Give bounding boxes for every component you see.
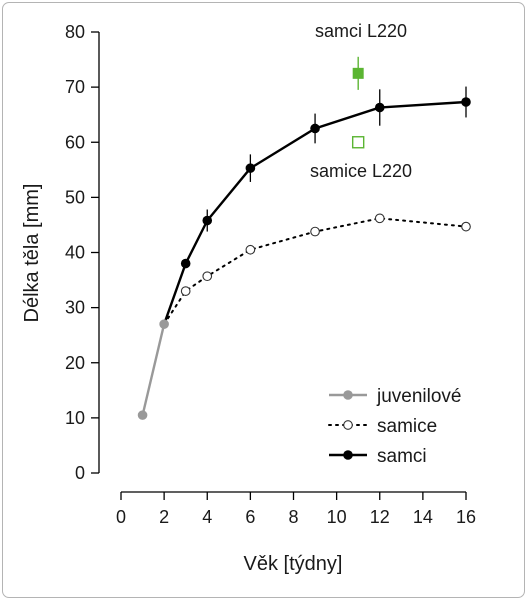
x-tick-label: 8 xyxy=(288,507,298,527)
annotations: samci L220 samice L220 xyxy=(310,21,412,181)
x-tick-label: 14 xyxy=(413,507,433,527)
x-tick-label: 6 xyxy=(245,507,255,527)
annotation-marker xyxy=(352,67,364,79)
data-point xyxy=(374,213,385,224)
y-tick-label: 70 xyxy=(65,77,85,97)
legend-marker xyxy=(343,390,353,400)
y-tick-label: 40 xyxy=(65,243,85,263)
y-tick-label: 0 xyxy=(75,463,85,483)
annotation-label: samci L220 xyxy=(315,21,407,41)
y-axis-title: Délka těla [mm] xyxy=(21,184,43,323)
annotation-marker xyxy=(351,136,365,149)
data-point xyxy=(245,163,256,173)
x-tick-label: 16 xyxy=(456,507,476,527)
data-point xyxy=(461,221,471,232)
data-point xyxy=(159,319,169,329)
data-point xyxy=(137,410,148,420)
legend: juvenilové samice samci xyxy=(328,386,462,467)
data-point xyxy=(461,97,471,107)
error-bars xyxy=(206,86,467,232)
y-tick-label: 50 xyxy=(65,187,85,207)
legend-marker xyxy=(343,450,353,460)
x-tick-label: 10 xyxy=(327,507,347,527)
data-point xyxy=(374,102,385,113)
y-tick-label: 20 xyxy=(65,353,85,373)
x-tick-label: 12 xyxy=(370,507,390,527)
series-line xyxy=(141,323,166,416)
legend-label: samci xyxy=(377,446,427,467)
y-tick-label: 60 xyxy=(65,132,85,152)
axes: 0 10 20 30 40 50 60 70 80 0 2 4 6 8 10 12 14 16 xyxy=(65,22,476,527)
data-point xyxy=(310,123,320,134)
data-point xyxy=(202,215,213,226)
data-point xyxy=(245,244,256,255)
data-points xyxy=(137,97,471,420)
legend-label: samice xyxy=(377,416,437,437)
y-tick-label: 80 xyxy=(65,22,85,42)
legend-label: juvenilové xyxy=(376,386,462,407)
data-point xyxy=(180,258,191,269)
data-point xyxy=(180,286,191,296)
annotation-label: samice L220 xyxy=(310,161,412,181)
x-axis-title: Věk [týdny] xyxy=(244,553,343,575)
data-point xyxy=(310,226,320,237)
x-tick-label: 0 xyxy=(116,507,126,527)
x-tick-label: 2 xyxy=(159,507,169,527)
y-tick-label: 30 xyxy=(65,298,85,318)
series-lines xyxy=(141,100,467,416)
legend-marker xyxy=(343,420,353,430)
data-point xyxy=(202,271,213,282)
x-tick-label: 4 xyxy=(202,507,212,527)
y-tick-label: 10 xyxy=(65,408,85,428)
